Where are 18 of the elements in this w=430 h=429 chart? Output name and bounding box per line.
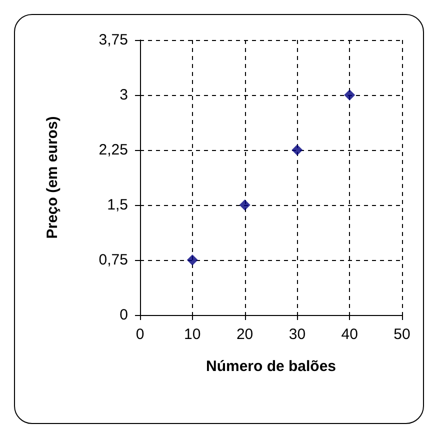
point [239,200,250,210]
y-tick-label: 0,75 [98,252,128,268]
x-tick-label: 50 [394,326,410,343]
x-axis-title: Número de balões [206,358,336,375]
x-tick-label: 0 [136,326,144,343]
point [186,254,198,266]
point [344,90,356,100]
y-tick-label: 1,5 [107,196,128,214]
y-tick-label: 3,75 [98,32,128,48]
x-tick-label: 10 [184,326,201,343]
x-tick-label: 20 [236,326,254,343]
y-tick-label: 2,25 [98,142,128,158]
x-tick-label: 30 [288,326,306,343]
y-axis-title: Preço (em euros) [44,116,61,239]
x-tick-label: 40 [341,326,358,343]
y-tick-label: 3 [120,86,128,104]
y-tick-label: 0 [120,306,128,324]
point [292,144,303,156]
